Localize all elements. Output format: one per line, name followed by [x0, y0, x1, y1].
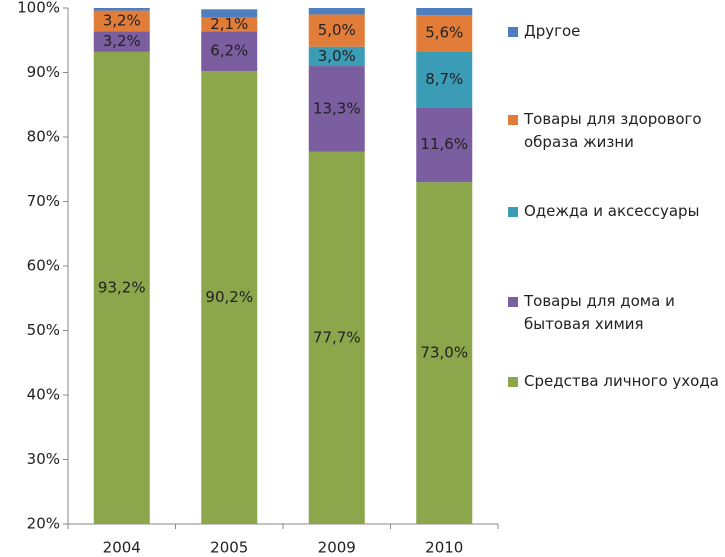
bar-segment [93, 51, 150, 525]
data-label: 73,0% [420, 344, 468, 362]
legend-item: Товары для дома и бытовая химия [508, 290, 723, 336]
legend-label: Товары для здорового образа жизни [524, 110, 702, 151]
y-tick-label: 50% [27, 321, 60, 339]
legend-label: Одежда и аксессуары [524, 202, 700, 220]
legend-item: Товары для здорового образа жизни [508, 108, 723, 154]
data-label: 3,0% [318, 47, 356, 65]
data-label: 8,7% [425, 70, 463, 88]
data-label: 3,2% [103, 32, 141, 50]
bar-segment [201, 9, 258, 18]
bar-segment [416, 15, 473, 52]
legend-label: Товары для дома и бытовая химия [524, 292, 675, 333]
legend-item: Одежда и аксессуары [508, 200, 699, 223]
bar-segment [416, 8, 473, 16]
data-label: 2,1% [210, 15, 248, 33]
legend-swatch [508, 377, 518, 387]
data-label: 13,3% [313, 99, 361, 117]
y-tick-label: 60% [27, 257, 60, 275]
data-label: 5,6% [425, 24, 463, 42]
bar-segment [308, 8, 365, 15]
data-label: 90,2% [205, 288, 253, 306]
bar-segment [416, 107, 473, 183]
bar-segment [201, 31, 258, 72]
data-label: 6,2% [210, 42, 248, 60]
y-tick-label: 40% [27, 386, 60, 404]
bar-segment [308, 66, 365, 152]
y-tick-label: 90% [27, 63, 60, 81]
bar-segment [308, 46, 365, 67]
data-label: 93,2% [98, 278, 146, 296]
bar-segment [93, 31, 150, 52]
y-tick-label: 20% [27, 515, 60, 533]
legend-swatch [508, 207, 518, 217]
x-tick-label: 2005 [210, 539, 248, 557]
bar-segment [308, 151, 365, 524]
y-tick-label: 100% [17, 0, 60, 17]
legend-swatch [508, 27, 518, 37]
data-label: 77,7% [313, 328, 361, 346]
legend-swatch [508, 297, 518, 307]
data-label: 11,6% [420, 135, 468, 153]
x-tick-label: 2004 [103, 539, 141, 557]
bar-segment [201, 71, 258, 525]
legend-swatch [508, 115, 518, 125]
bar-segment [201, 17, 258, 32]
bar-segment [308, 14, 365, 47]
x-tick-label: 2009 [318, 539, 356, 557]
y-tick-label: 30% [27, 450, 60, 468]
chart: 20% 30% 40% 50% 60% 70% 80% 90% 100% 2004 93,2% 3,2… [17, 0, 499, 557]
legend-label: Средства личного ухода [524, 372, 719, 390]
x-tick-label: 2010 [425, 539, 463, 557]
bar-segment [416, 182, 473, 524]
y-tick-label: 70% [27, 192, 60, 210]
legend-item: Средства личного ухода [508, 370, 719, 393]
bar-segment [416, 51, 473, 108]
legend-label: Другое [524, 22, 581, 40]
bar-segment [93, 8, 150, 11]
data-label: 5,0% [318, 21, 356, 39]
data-label: 3,2% [103, 11, 141, 29]
legend-item: Другое [508, 20, 580, 43]
y-tick-label: 80% [27, 128, 60, 146]
bar-segment [93, 10, 150, 32]
